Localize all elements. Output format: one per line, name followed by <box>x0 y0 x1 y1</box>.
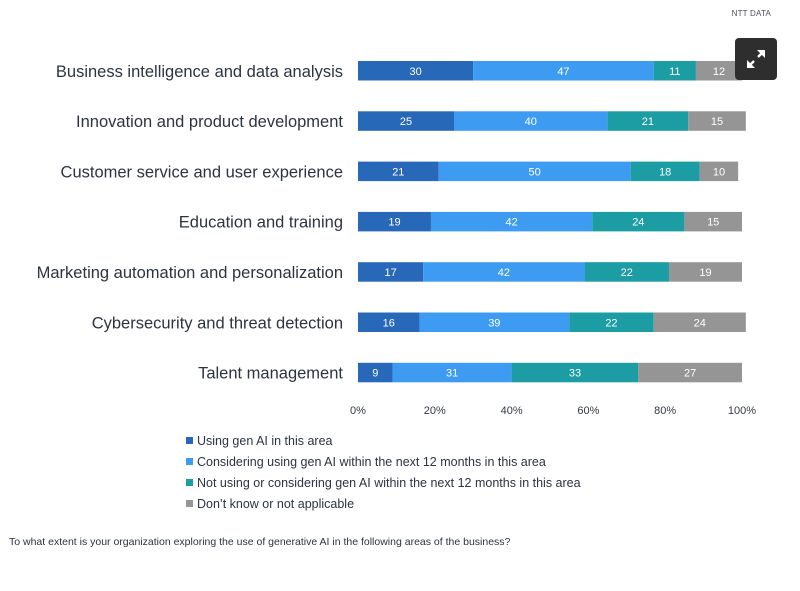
data-label: 9 <box>372 368 378 380</box>
bar-segment-considering <box>423 262 585 282</box>
bar-segment-considering <box>438 161 631 182</box>
survey-question: To what extent is your organization expl… <box>9 536 511 548</box>
legend-label: Using gen AI in this area <box>197 433 333 448</box>
bar-segment-using <box>358 211 431 232</box>
data-label: 10 <box>713 166 725 178</box>
bar-segment-not-using <box>630 161 700 182</box>
data-label: 22 <box>621 267 633 279</box>
bar-segment-using <box>358 61 474 81</box>
source-label: NTT DATA <box>731 9 771 18</box>
data-label: 39 <box>488 317 500 329</box>
bar-row-marketing-automation-and-personalization: Marketing automation and personalization… <box>37 262 742 282</box>
data-label: 27 <box>684 368 696 380</box>
bar-segment-not-using <box>592 211 685 232</box>
x-tick-label: 100% <box>728 405 756 417</box>
bar-segment-using <box>358 312 420 332</box>
x-tick-label: 40% <box>501 405 523 417</box>
bar-segment-dont-know <box>695 61 742 81</box>
data-label: 15 <box>707 217 719 229</box>
legend-label: Considering using gen AI within the next… <box>197 454 546 469</box>
data-label: 24 <box>694 317 706 329</box>
bar-segment-using <box>358 262 424 282</box>
x-tick-label: 80% <box>654 405 676 417</box>
category-label: Talent management <box>198 365 343 383</box>
chart-legend: Using gen AI in this area Considering us… <box>186 430 581 514</box>
bar-segment-dont-know <box>669 262 742 282</box>
data-label: 18 <box>659 166 671 178</box>
stacked-bar-chart: Business intelligence and data analysis 3… <box>37 61 756 417</box>
category-label: Cybersecurity and threat detection <box>92 314 343 332</box>
bar-segment-dont-know <box>699 161 739 182</box>
legend-swatch-not-using <box>186 479 193 486</box>
data-label: 19 <box>388 217 400 229</box>
x-tick-label: 60% <box>577 405 599 417</box>
bar-segment-not-using <box>569 312 654 332</box>
data-label: 21 <box>642 116 654 128</box>
data-label: 15 <box>711 116 723 128</box>
bar-row-business-intelligence-and-data-analysis: Business intelligence and data analysis 3… <box>56 61 742 81</box>
category-label: Marketing automation and personalization <box>37 264 343 282</box>
bar-segment-not-using <box>607 111 689 131</box>
data-label: 33 <box>569 368 581 380</box>
category-label: Customer service and user experience <box>61 163 343 181</box>
expand-button[interactable] <box>735 38 777 80</box>
bar-segment-dont-know <box>653 312 746 332</box>
legend-label: Don’t know or not applicable <box>197 496 355 511</box>
bar-segment-dont-know <box>638 362 742 383</box>
bar-segment-considering <box>473 61 654 81</box>
bar-row-customer-service-and-user-experience: Customer service and user experience 21 50… <box>61 161 739 182</box>
bar-segment-dont-know <box>684 211 742 232</box>
bar-row-talent-management: Talent management 9 31 33 27 <box>198 362 742 383</box>
bar-segment-considering <box>454 111 608 131</box>
x-tick-label: 20% <box>424 405 446 417</box>
legend-item-dont-know: Don’t know or not applicable <box>186 493 581 514</box>
bar-segment-not-using <box>511 362 639 383</box>
legend-item-considering: Considering using gen AI within the next… <box>186 451 581 472</box>
bar-row-innovation-and-product-development: Innovation and product development 25 40 21… <box>76 111 746 131</box>
expand-arrows-icon <box>747 50 765 68</box>
legend-label: Not using or considering gen AI within t… <box>197 475 581 490</box>
bar-segment-not-using <box>653 61 696 81</box>
legend-swatch-using <box>186 437 193 444</box>
bar-row-cybersecurity-and-threat-detection: Cybersecurity and threat detection 16 39 22… <box>92 312 746 332</box>
category-label: Innovation and product development <box>76 113 343 131</box>
legend-swatch-dont-know <box>186 500 193 507</box>
bar-segment-using <box>358 111 454 131</box>
bar-segment-considering <box>392 362 512 383</box>
bar-segment-considering <box>419 312 570 332</box>
bar-segment-considering <box>430 211 593 232</box>
legend-item-not-using: Not using or considering gen AI within t… <box>186 472 581 493</box>
bar-row-education-and-training: Education and training 19 42 24 15 <box>179 211 742 232</box>
data-label: 17 <box>385 267 397 279</box>
bar-segment-not-using <box>584 262 670 282</box>
bar-segment-dont-know <box>688 111 746 131</box>
data-label: 50 <box>529 166 541 178</box>
category-label: Business intelligence and data analysis <box>56 63 343 81</box>
data-label: 22 <box>605 317 617 329</box>
data-label: 16 <box>383 317 395 329</box>
data-label: 24 <box>632 217 644 229</box>
legend-item-using: Using gen AI in this area <box>186 430 581 451</box>
data-label: 19 <box>699 267 711 279</box>
data-label: 12 <box>713 66 725 78</box>
bar-segment-using <box>358 161 439 182</box>
legend-swatch-considering <box>186 458 193 465</box>
bar-segment-using <box>358 362 393 383</box>
data-label: 30 <box>409 66 421 78</box>
data-label: 42 <box>505 217 517 229</box>
data-label: 11 <box>669 66 680 78</box>
data-label: 47 <box>557 66 569 78</box>
data-label: 25 <box>400 116 412 128</box>
x-tick-label: 0% <box>350 405 366 417</box>
data-label: 21 <box>392 166 404 178</box>
category-label: Education and training <box>179 214 343 232</box>
data-label: 31 <box>446 368 458 380</box>
data-label: 42 <box>498 267 510 279</box>
data-label: 40 <box>525 116 537 128</box>
